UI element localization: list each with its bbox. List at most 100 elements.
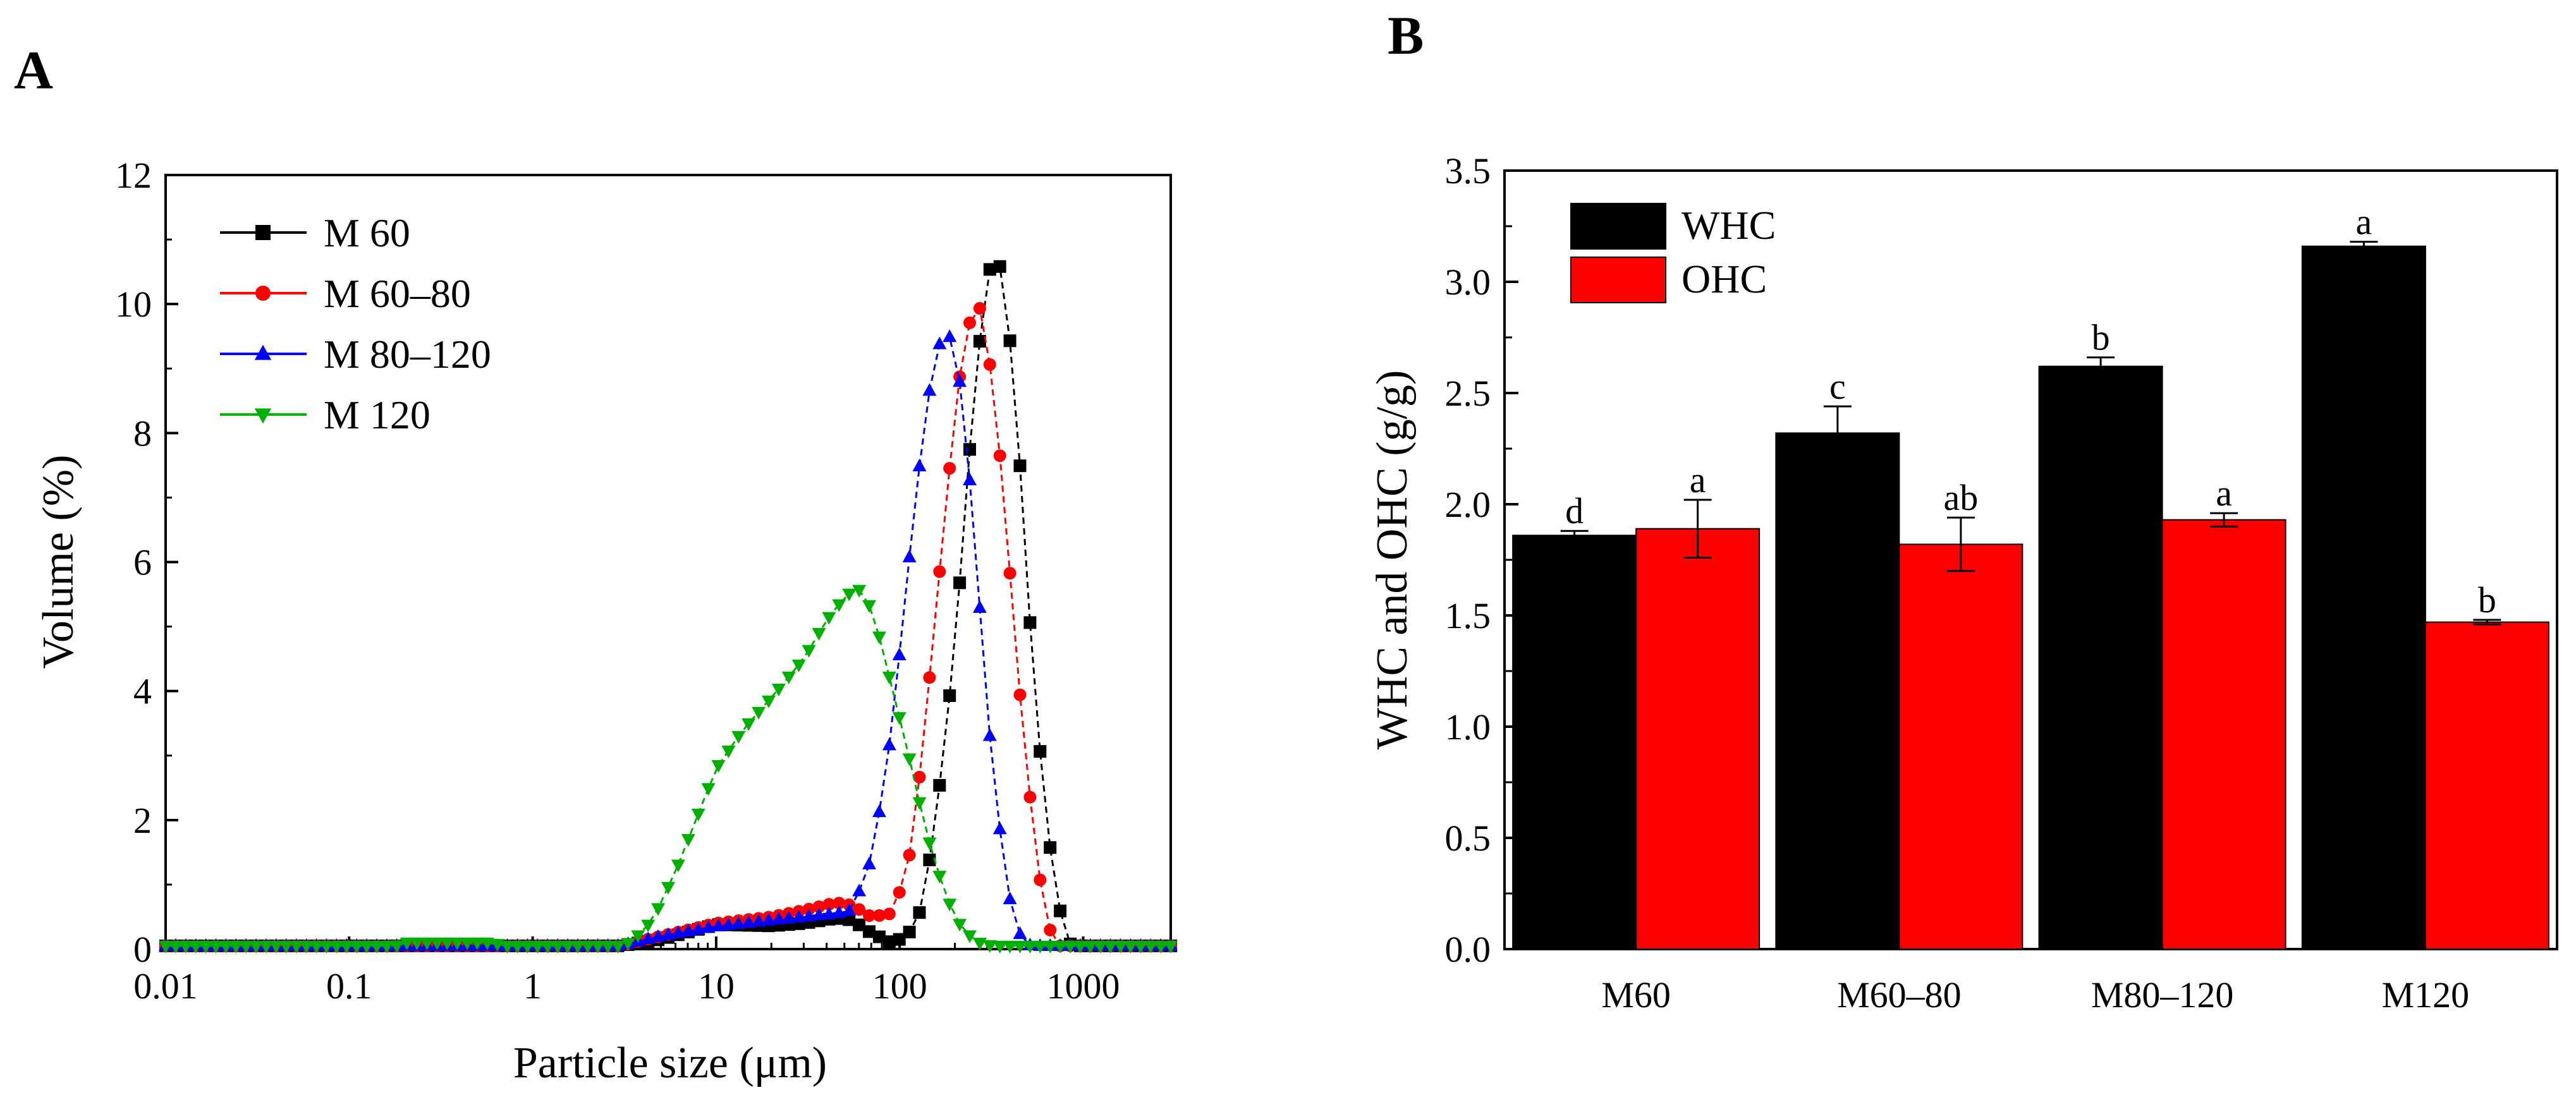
data-point-m-120 — [842, 588, 857, 602]
data-point-m-80-120 — [912, 458, 927, 471]
data-point-m-120 — [611, 940, 625, 954]
data-point-m-120 — [309, 940, 324, 954]
data-point-m-60 — [943, 689, 956, 702]
data-point-m-80-120 — [752, 914, 766, 927]
data-point-m-120 — [1144, 940, 1158, 954]
data-point-m-60-80 — [993, 449, 1006, 463]
data-point-m-60 — [983, 263, 996, 276]
data-point-m-120 — [1013, 940, 1027, 954]
data-point-m-80-120 — [742, 915, 756, 928]
data-point-m-60 — [903, 926, 916, 939]
chart-a-xtick-label: 0.01 — [133, 966, 198, 1007]
data-point-m-80-120 — [982, 728, 997, 741]
legend-label-m-60: M 60 — [324, 210, 410, 255]
data-point-m-120 — [329, 940, 344, 954]
data-point-m-120 — [480, 937, 494, 950]
chart-a-ytick-label: 4 — [133, 671, 152, 712]
data-point-m-80-120 — [822, 906, 836, 919]
data-point-m-80-120 — [872, 804, 886, 818]
data-point-m-120 — [360, 940, 374, 954]
data-point-m-80-120 — [832, 905, 846, 918]
data-point-m-120 — [410, 937, 424, 950]
legend-label-whc: WHC — [1682, 203, 1776, 248]
chart-a-xtick-label: 1 — [523, 966, 542, 1007]
significance-letter: b — [2478, 579, 2496, 621]
chart-b-ytick-label: 2.5 — [1445, 373, 1491, 414]
data-point-m-120 — [1003, 940, 1017, 954]
chart-a-ytick-label: 6 — [133, 542, 152, 583]
significance-letter: d — [1565, 490, 1584, 531]
data-point-m-120 — [691, 808, 705, 821]
data-point-m-120 — [601, 940, 615, 954]
data-point-m-120 — [1033, 940, 1047, 954]
data-point-m-120 — [731, 731, 746, 744]
data-point-m-120 — [791, 659, 806, 672]
chart-a-frame — [164, 174, 1172, 950]
data-point-m-80-120 — [691, 922, 705, 935]
data-point-m-120 — [520, 940, 535, 954]
data-point-m-120 — [711, 760, 726, 773]
data-point-m-60-80 — [893, 886, 906, 899]
data-point-m-60 — [953, 576, 967, 590]
chart-b-ytick-label: 0.0 — [1445, 929, 1491, 970]
data-point-m-120 — [661, 881, 675, 895]
bar-ohc — [2161, 519, 2286, 950]
data-point-m-120 — [902, 753, 917, 766]
data-point-m-120 — [742, 718, 756, 731]
data-point-m-120 — [299, 940, 314, 954]
chart-a-legend: M 60 M 60–80 M 80–120 M 120 — [220, 210, 491, 437]
data-point-m-120 — [178, 940, 193, 954]
data-point-m-60-80 — [833, 897, 846, 910]
data-point-m-60-80 — [822, 898, 836, 911]
chart-b-legend: WHC OHC — [1570, 203, 1776, 303]
data-point-m-80-120 — [902, 549, 917, 562]
bar-ohc — [1635, 528, 1761, 950]
bar-ohc — [2424, 621, 2549, 950]
chart-b-ytick-label: 2.0 — [1445, 484, 1491, 525]
data-point-m-120 — [420, 937, 434, 950]
data-point-m-120 — [882, 672, 896, 685]
data-point-m-120 — [400, 937, 414, 950]
data-point-m-120 — [580, 940, 595, 954]
data-point-m-120 — [219, 940, 233, 954]
data-point-m-60 — [1044, 841, 1057, 854]
data-point-m-60 — [1013, 459, 1027, 473]
panel-b-label: B — [1388, 5, 1424, 66]
data-point-m-120 — [319, 940, 334, 954]
data-point-m-80-120 — [892, 647, 906, 660]
data-point-m-60 — [1054, 904, 1067, 917]
chart-b-ytick-label: 1.0 — [1445, 706, 1491, 748]
data-point-m-80-120 — [781, 911, 796, 924]
data-point-m-80-120 — [711, 918, 726, 931]
data-point-m-120 — [159, 940, 173, 954]
chart-a-xtick-label: 100 — [872, 966, 927, 1007]
data-point-m-80-120 — [671, 925, 685, 938]
data-point-m-60 — [973, 335, 986, 348]
data-point-m-60-80 — [1034, 873, 1047, 887]
series-line-m-60 — [166, 265, 1171, 947]
bar-ohc — [1898, 543, 2024, 950]
significance-letter: a — [2356, 202, 2372, 243]
data-point-m-60-80 — [863, 909, 876, 923]
data-point-m-80-120 — [721, 917, 736, 930]
legend-label-m-80-120: M 80–120 — [324, 332, 491, 377]
data-point-m-120 — [762, 695, 776, 708]
chart-b-ytick-label: 3.0 — [1445, 262, 1491, 303]
data-point-m-60 — [913, 906, 926, 919]
data-point-m-120 — [350, 940, 364, 954]
data-point-m-120 — [379, 940, 394, 954]
data-point-m-120 — [1093, 940, 1108, 954]
data-point-m-60-80 — [1044, 923, 1057, 936]
data-point-m-120 — [681, 834, 695, 847]
chart-a-ytick-label: 12 — [115, 155, 152, 196]
significance-letter: a — [1690, 459, 1706, 500]
chart-a-ytick-label: 10 — [115, 284, 152, 325]
whc-ohc-chart: 0.0 0.5 1.0 1.5 2.0 2.5 3.0 3.5 M60 M60–80 M80–120… — [1368, 150, 2558, 1015]
data-point-m-80-120 — [641, 931, 656, 945]
data-point-m-120 — [802, 645, 816, 658]
data-point-m-120 — [269, 940, 283, 954]
chart-b-category-label: M60–80 — [1837, 974, 1962, 1015]
data-point-m-80-120 — [661, 927, 675, 940]
data-point-m-60 — [882, 935, 896, 948]
